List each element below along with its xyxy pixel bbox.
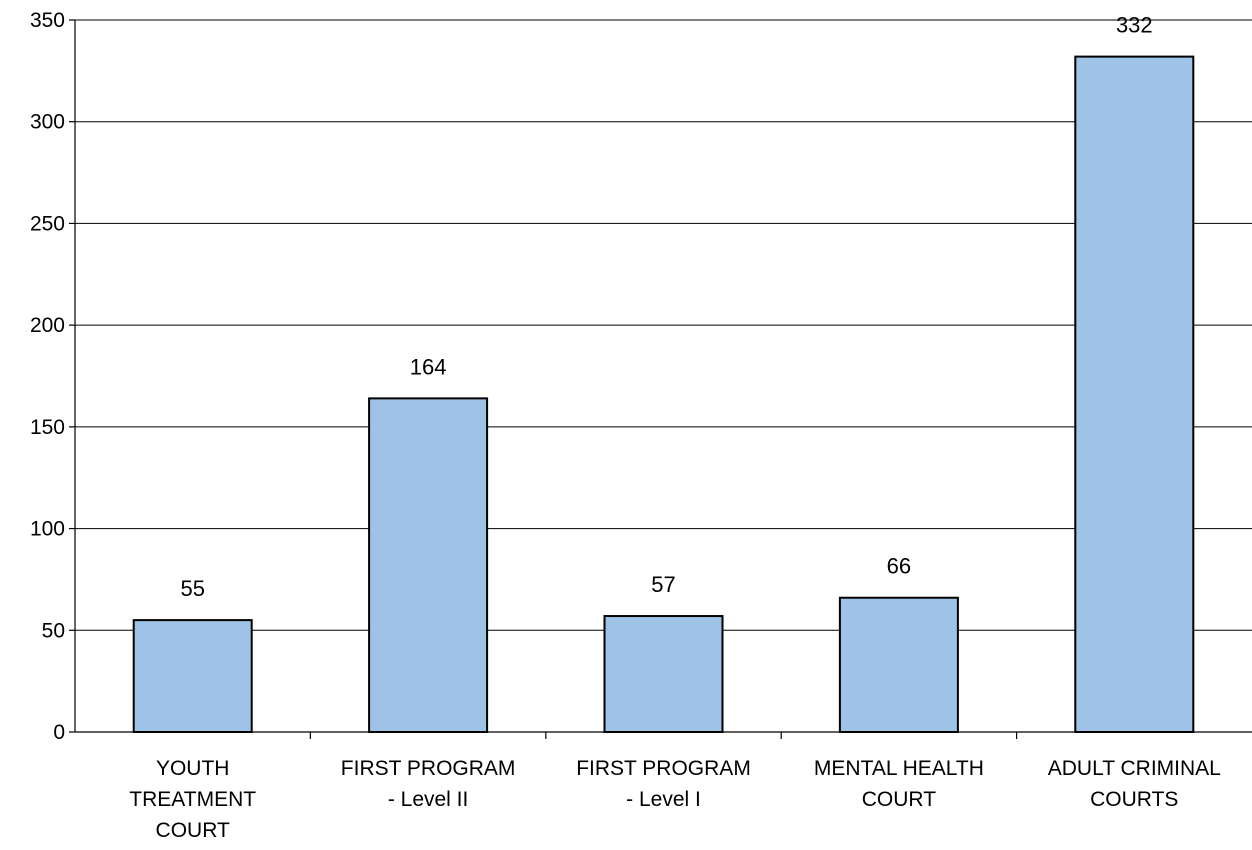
x-tick-label-line: COURT bbox=[156, 819, 230, 842]
axes bbox=[69, 19, 1252, 739]
y-tick-label: 0 bbox=[53, 721, 65, 744]
x-tick-label-line: YOUTH bbox=[156, 757, 230, 780]
x-tick-label: ADULT CRIMINAL COURTS bbox=[1048, 757, 1221, 811]
x-tick-label-line: - Level II bbox=[388, 788, 469, 811]
y-tick-label: 200 bbox=[30, 314, 65, 337]
y-tick-label: 100 bbox=[30, 518, 65, 541]
data-label: 332 bbox=[1116, 13, 1153, 38]
data-label: 55 bbox=[180, 576, 204, 601]
x-tick-label-line: TREATMENT bbox=[129, 788, 256, 811]
x-tick-label-line: MENTAL HEALTH bbox=[814, 757, 984, 780]
y-tick-label: 150 bbox=[30, 416, 65, 439]
y-tick-label: 50 bbox=[42, 619, 65, 642]
x-tick-label-line: COURT bbox=[862, 788, 936, 811]
data-label: 57 bbox=[651, 572, 675, 597]
labels: 0 50 100 150 200 250 300 350 55 YOUTH TREATMENT COU… bbox=[30, 9, 1221, 842]
x-tick-label-line: - Level I bbox=[626, 788, 701, 811]
bar bbox=[132, 619, 253, 733]
bar bbox=[603, 615, 724, 733]
gridlines bbox=[75, 19, 1252, 631]
x-tick-label: MENTAL HEALTH COURT bbox=[814, 757, 984, 811]
x-tick-label: FIRST PROGRAM - Level II bbox=[341, 757, 516, 811]
y-tick-label: 350 bbox=[30, 9, 65, 32]
x-tick-label-line: FIRST PROGRAM bbox=[576, 757, 751, 780]
x-tick-label-line: COURTS bbox=[1090, 788, 1178, 811]
bar bbox=[1074, 55, 1195, 734]
y-tick-label: 250 bbox=[30, 212, 65, 235]
x-tick-label-line: ADULT CRIMINAL bbox=[1048, 757, 1221, 780]
bars bbox=[132, 55, 1195, 734]
x-tick-label-line: FIRST PROGRAM bbox=[341, 757, 516, 780]
x-tick-label: FIRST PROGRAM - Level I bbox=[576, 757, 751, 811]
bar bbox=[368, 397, 489, 733]
data-label: 164 bbox=[410, 354, 447, 379]
y-tick-label: 300 bbox=[30, 111, 65, 134]
data-label: 66 bbox=[887, 554, 911, 579]
bar bbox=[838, 596, 959, 733]
x-tick-label: YOUTH TREATMENT COURT bbox=[129, 757, 256, 842]
